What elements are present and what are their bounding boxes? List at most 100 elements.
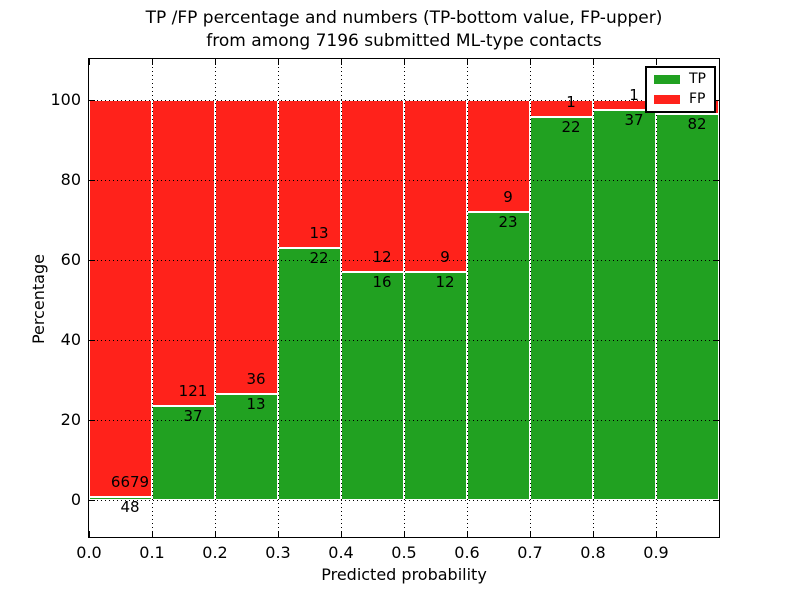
x-tick-label: 0.9 — [643, 543, 669, 562]
vertical-gridline — [656, 59, 657, 537]
x-axis-tick — [278, 531, 279, 537]
tp-count-label: 82 — [687, 115, 707, 133]
tp-count-label: 23 — [498, 213, 518, 232]
horizontal-gridline — [89, 100, 719, 101]
bar-segment-fp — [404, 100, 467, 272]
x-axis-tick-top — [341, 59, 342, 65]
vertical-gridline — [341, 59, 342, 537]
plot-area: 6679 48 121 37 36 13 13 22 12 16 9 12 9 23 1 22 1 37 82 — [89, 59, 719, 537]
x-axis-tick-top — [530, 59, 531, 65]
x-axis-tick — [152, 531, 153, 537]
x-axis-tick-top — [593, 59, 594, 65]
y-axis-tick-right — [713, 100, 719, 101]
fp-count-label: 9 — [503, 188, 513, 207]
tp-count-label: 37 — [624, 111, 644, 130]
x-axis-tick — [404, 531, 405, 537]
bar-segment-fp — [215, 100, 278, 394]
fp-count-label: 9 — [440, 247, 450, 266]
bar-segment-tp — [215, 394, 278, 500]
y-axis-tick — [89, 180, 95, 181]
legend: TP FP — [645, 66, 716, 113]
x-axis-tick-top — [656, 59, 657, 65]
bar-segment-fp — [341, 100, 404, 272]
bar-segment-tp — [656, 114, 719, 500]
tp-count-label: 22 — [561, 118, 581, 137]
x-tick-label: 0.3 — [265, 543, 291, 562]
x-tick-label: 0.0 — [76, 543, 102, 562]
x-tick-label: 0.1 — [139, 543, 165, 562]
x-axis-tick-top — [89, 59, 90, 65]
x-axis-tick-top — [152, 59, 153, 65]
bar-segment-tp — [152, 406, 215, 500]
y-axis-tick — [89, 500, 95, 501]
y-tick-label: 80 — [60, 170, 81, 189]
y-tick-label: 40 — [60, 330, 81, 349]
bar-segment-tp — [530, 117, 593, 500]
tp-legend-label: TP — [689, 71, 706, 87]
x-tick-label: 0.5 — [391, 543, 417, 562]
x-tick-label: 0.8 — [580, 543, 606, 562]
y-axis-tick-right — [713, 260, 719, 261]
vertical-gridline — [467, 59, 468, 537]
fp-swatch-icon — [654, 95, 680, 104]
horizontal-gridline — [89, 340, 719, 341]
x-tick-label: 0.7 — [517, 543, 543, 562]
y-axis-tick-right — [713, 180, 719, 181]
x-axis-tick — [593, 531, 594, 537]
x-tick-label: 0.4 — [328, 543, 354, 562]
x-axis-tick — [215, 531, 216, 537]
x-axis-tick — [656, 531, 657, 537]
legend-entry-fp: FP — [654, 92, 706, 107]
tp-count-label: 13 — [246, 395, 266, 413]
fp-legend-label: FP — [689, 91, 706, 107]
fp-count-label: 13 — [309, 224, 329, 243]
vertical-gridline — [278, 59, 279, 537]
vertical-gridline — [215, 59, 216, 537]
x-axis-tick — [530, 531, 531, 537]
bar-segment-tp — [593, 110, 656, 500]
y-axis-tick — [89, 420, 95, 421]
y-axis-tick — [89, 100, 95, 101]
vertical-gridline — [593, 59, 594, 537]
x-axis-tick-top — [404, 59, 405, 65]
fp-count-label: 1 — [566, 93, 576, 112]
tp-count-label: 12 — [435, 272, 455, 291]
tp-count-label: 37 — [183, 407, 203, 426]
x-axis-tick-top — [278, 59, 279, 65]
bar-segment-tp — [341, 271, 404, 500]
bar-segment-fp — [152, 100, 215, 407]
y-axis-tick — [89, 260, 95, 261]
bar-segment-fp — [467, 100, 530, 213]
x-axis-tick-top — [215, 59, 216, 65]
fp-count-label: 36 — [246, 370, 266, 388]
y-axis-tick-right — [713, 340, 719, 341]
y-axis-tick-right — [713, 500, 719, 501]
legend-entry-tp: TP — [654, 72, 706, 87]
plot-box: 6679 48 121 37 36 13 13 22 12 16 9 12 9 23 1 22 1 37 82 TP… — [88, 58, 720, 538]
vertical-gridline — [404, 59, 405, 537]
y-tick-label: 0 — [70, 490, 81, 509]
x-tick-label: 0.6 — [454, 543, 480, 562]
bar-segment-tp — [404, 271, 467, 500]
horizontal-gridline — [89, 260, 719, 261]
y-tick-label: 20 — [60, 410, 81, 429]
y-axis-label: Percentage — [29, 254, 48, 345]
vertical-gridline — [152, 59, 153, 537]
horizontal-gridline — [89, 500, 719, 501]
horizontal-gridline — [89, 180, 719, 181]
bar-segment-fp — [89, 100, 152, 498]
bar-segment-tp — [278, 248, 341, 500]
tp-swatch-icon — [654, 75, 680, 84]
x-tick-label: 0.2 — [202, 543, 228, 562]
x-axis-tick — [89, 531, 90, 537]
tp-count-label: 22 — [309, 249, 329, 268]
x-axis-label: Predicted probability — [321, 565, 487, 584]
fp-count-label: 6679 — [110, 473, 150, 492]
fp-count-label: 12 — [372, 247, 392, 266]
bar-segment-tp — [89, 497, 152, 500]
fp-count-label: 1 — [629, 86, 639, 105]
x-axis-tick — [467, 531, 468, 537]
x-axis-tick-top — [467, 59, 468, 65]
horizontal-gridline — [89, 420, 719, 421]
